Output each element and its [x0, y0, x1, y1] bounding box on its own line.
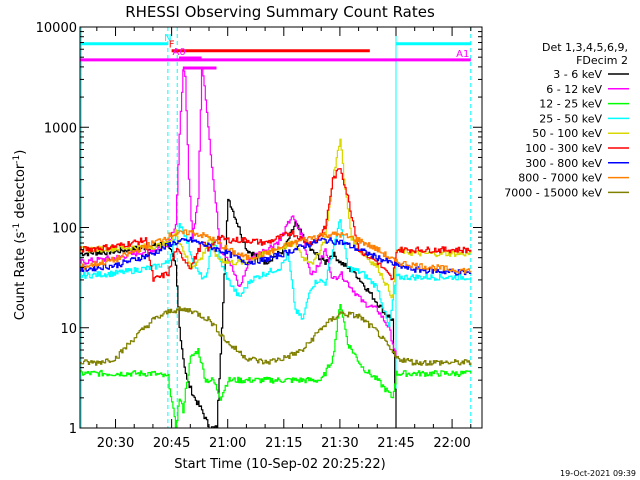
legend-entry-label: 6 - 12 keV [546, 83, 602, 96]
legend-header-line: FDecim 2 [576, 54, 628, 67]
x-tick-label: 20:30 [97, 436, 134, 451]
legend: Det 1,3,4,5,6,9,FDecim 23 - 6 keV 6 - 12 … [504, 41, 629, 199]
legend-entry-label: 300 - 800 keV [525, 157, 602, 170]
x-tick-label: 22:00 [433, 436, 470, 451]
series-line-7 [80, 229, 472, 274]
x-tick-label: 21:45 [377, 436, 414, 451]
y-tick-label: 1 [69, 422, 77, 437]
y-tick-label: 100 [52, 222, 77, 237]
series-line-3 [80, 219, 472, 327]
x-tick-label: 21:00 [209, 436, 246, 451]
x-tick-label: 20:45 [153, 436, 190, 451]
series-line-6 [80, 236, 472, 276]
flag-label-a0: A0 [172, 47, 185, 58]
y-axis-label: Count Rate (s-1 detector-1) [12, 150, 28, 321]
legend-entry-label: 12 - 25 keV [539, 98, 602, 111]
flag-label-n: N [164, 33, 171, 44]
x-tick-label: 21:30 [321, 436, 358, 451]
legend-entry-label: 7000 - 15000 keV [504, 186, 602, 199]
legend-entry-label: 3 - 6 keV [553, 68, 602, 81]
axes: 1 10 100 1000 10000 20:30 20:45 21:00 21:15 21:30… [36, 21, 483, 451]
legend-entry-label: 100 - 300 keV [525, 142, 602, 155]
x-tick-label: 21:15 [265, 436, 302, 451]
y-tick-label: 10000 [36, 21, 77, 36]
flag-label-a1: A1 [456, 49, 469, 60]
chart-title: RHESSI Observing Summary Count Rates [125, 3, 435, 21]
legend-entry-label: 800 - 7000 keV [518, 172, 602, 185]
series-line-5 [80, 168, 472, 282]
series-line-2 [80, 304, 472, 428]
y-tick-label: 1000 [44, 121, 77, 136]
flag-label-f: F [169, 40, 175, 51]
legend-entry-label: 50 - 100 keV [532, 127, 602, 140]
series-line-1 [80, 68, 397, 358]
legend-header-line: Det 1,3,4,5,6,9, [542, 41, 628, 54]
legend-entry-label: 25 - 50 keV [539, 112, 602, 125]
x-axis-label: Start Time (10-Sep-02 20:25:22) [174, 457, 385, 472]
plot-clip-group [80, 27, 472, 428]
generation-timestamp: 19-Oct-2021 09:39 [560, 469, 636, 478]
series-line-8 [80, 306, 472, 366]
y-tick-label: 10 [60, 322, 77, 337]
